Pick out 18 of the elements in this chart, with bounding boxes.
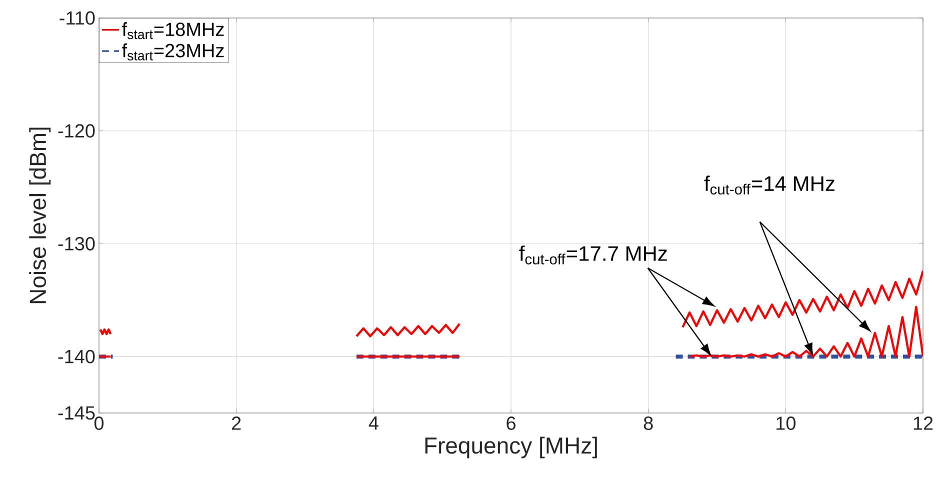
x-tick-label: 12: [914, 416, 933, 430]
legend-label: f$_{start}$=23MHz: [122, 43, 224, 60]
x-axis-title: Frequency [MHz]: [425, 436, 597, 458]
x-tick-label: 10: [776, 416, 796, 430]
annotation: f$_{cut-off}$=17.7 MHz: [519, 246, 667, 264]
y-tick-label: -130: [58, 236, 95, 250]
y-tick-label: -110: [60, 11, 95, 25]
y-axis-title: Noise level [dBm]: [29, 128, 51, 304]
y-tick-label: -140: [58, 350, 95, 364]
annotation: f$_{cut-off}$=14 MHz: [704, 176, 834, 195]
legend-label: f$_{start}$=18MHz: [122, 22, 224, 40]
x-tick-label: 8: [644, 416, 653, 430]
y-tick-label: -120: [58, 124, 95, 138]
x-tick-label: 4: [368, 416, 378, 430]
x-tick-label: 2: [232, 416, 241, 430]
y-tick-label: -145: [58, 406, 95, 420]
x-tick-label: 0: [94, 416, 104, 430]
x-tick-label: 6: [506, 416, 516, 430]
